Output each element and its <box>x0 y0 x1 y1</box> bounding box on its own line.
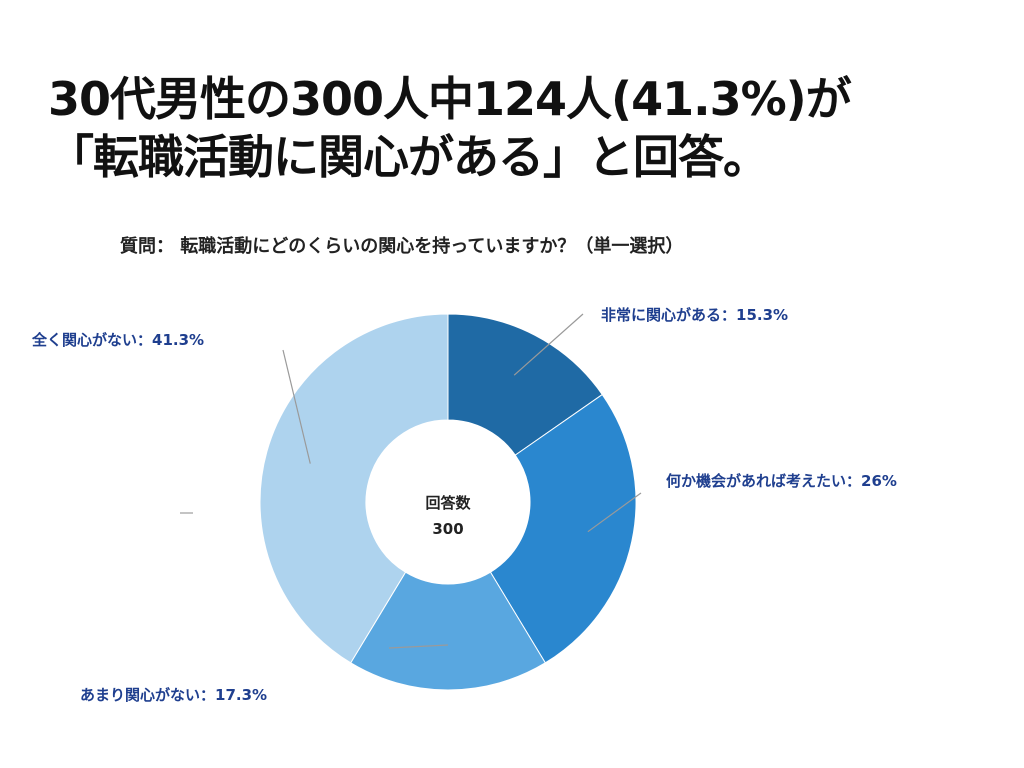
leader-line-not-interested-at-all <box>282 349 311 464</box>
leader-lines <box>282 313 642 649</box>
slice-label-consider-if-opportunity: 何か機会があれば考えたい：26% <box>666 472 897 490</box>
slice-label-not-interested-at-all: 全く関心がない：41.3% <box>31 331 204 349</box>
headline-line-1: 30代男性の300人中124人(41.3%)が <box>48 72 852 126</box>
headline-line-2: 「転職活動に関心がある」と回答。 <box>48 130 769 184</box>
leader-line-consider-if-opportunity <box>587 492 642 533</box>
question-text: 質問： 転職活動にどのくらいの関心を持っていますか？（単一選択） <box>120 236 684 257</box>
slice-label-not-very-interested: あまり関心がない：17.3% <box>80 686 267 704</box>
center-label: 回答数 <box>425 494 471 512</box>
center-value: 300 <box>432 520 463 538</box>
headline: 30代男性の300人中124人(41.3%)が 「転職活動に関心がある」と回答。 <box>48 70 852 186</box>
slice-label-very-interested: 非常に関心がある：15.3% <box>601 306 788 324</box>
leader-line-very-interested <box>513 313 584 376</box>
donut-hole <box>366 420 530 584</box>
leader-line-not-very-interested <box>388 644 449 649</box>
